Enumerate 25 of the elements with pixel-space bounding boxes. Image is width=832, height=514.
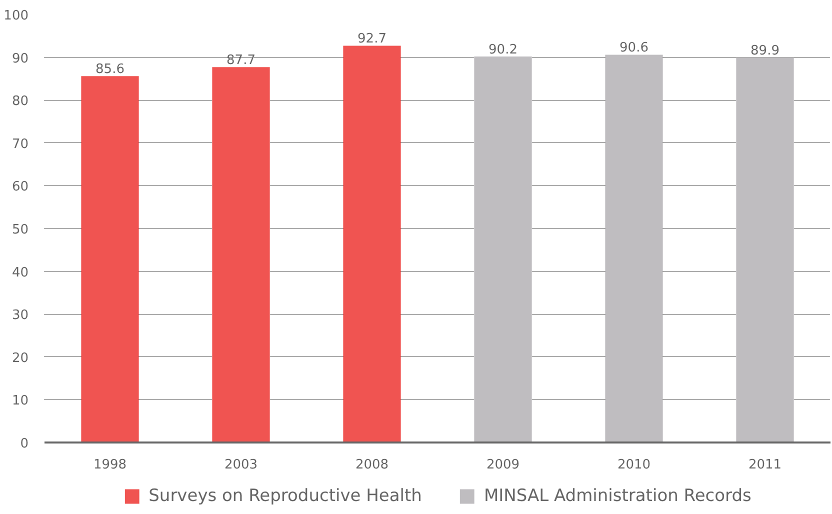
legend-label: Surveys on Reproductive Health bbox=[148, 486, 422, 506]
y-tick-label: 0 bbox=[20, 436, 29, 452]
data-label: 85.6 bbox=[96, 62, 124, 78]
y-tick-label: 80 bbox=[12, 94, 29, 110]
y-tick-label: 100 bbox=[4, 8, 29, 24]
data-label: 89.9 bbox=[750, 44, 780, 59]
x-tick-label: 2010 bbox=[617, 458, 651, 472]
x-tick-label: 2003 bbox=[224, 458, 258, 472]
y-tick-label: 10 bbox=[12, 394, 29, 409]
x-tick-label: 2008 bbox=[355, 458, 389, 472]
legend-label: MINSAL Administration Records bbox=[484, 486, 752, 506]
y-tick-label: 20 bbox=[12, 350, 29, 366]
x-tick-label: 2009 bbox=[486, 458, 520, 472]
data-label: 87.7 bbox=[226, 53, 256, 68]
y-tick-label: 50 bbox=[12, 222, 29, 238]
y-tick-label: 40 bbox=[12, 265, 29, 280]
data-label: 90.6 bbox=[620, 40, 648, 56]
y-tick-label: 70 bbox=[12, 136, 29, 152]
data-label: 92.7 bbox=[358, 32, 386, 47]
data-label: 90.2 bbox=[488, 42, 518, 58]
y-tick-label: 60 bbox=[12, 180, 29, 195]
x-tick-label: 1998 bbox=[93, 458, 127, 472]
y-tick-label: 90 bbox=[12, 51, 29, 66]
y-tick-label: 30 bbox=[12, 308, 29, 324]
x-tick-label: 2011 bbox=[748, 458, 782, 472]
